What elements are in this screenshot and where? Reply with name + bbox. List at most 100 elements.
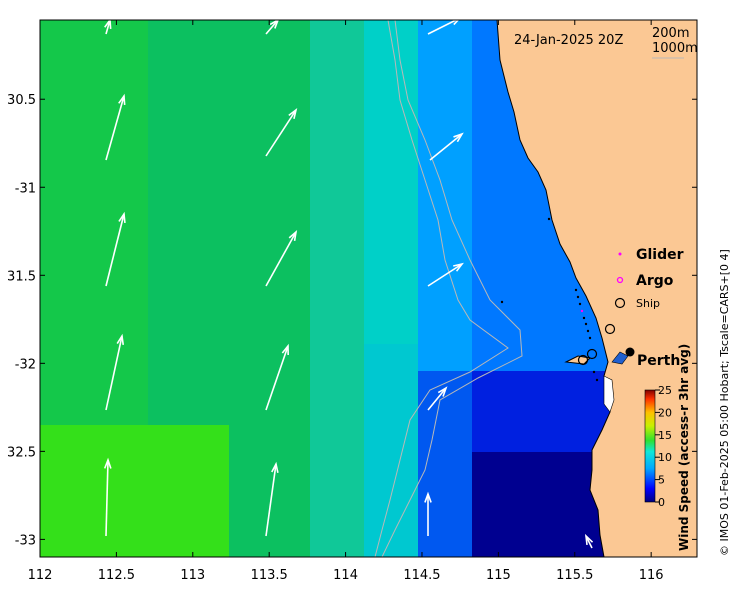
y-tick-label: -31 xyxy=(15,181,36,196)
wind-speed-cell xyxy=(175,209,203,237)
wind-speed-cell xyxy=(310,263,338,291)
wind-speed-cell xyxy=(445,74,473,102)
wind-speed-cell xyxy=(310,290,338,318)
wind-speed-cell xyxy=(445,236,473,264)
argo-legend-label: Argo xyxy=(636,273,674,289)
wind-arrow xyxy=(429,132,464,161)
colorbar-ticks: 25 20 15 10 5 0 xyxy=(655,384,672,509)
wind-speed-cell xyxy=(364,479,392,507)
wind-speed-cell xyxy=(175,47,203,75)
wind-speed-cell xyxy=(526,479,554,507)
wind-speed-cell xyxy=(283,425,311,453)
wind-speed-cell xyxy=(148,425,176,453)
wind-speed-cell xyxy=(445,398,473,426)
wind-speed-cell xyxy=(310,371,338,399)
wind-speed-cell xyxy=(472,101,500,129)
wind-speed-cell xyxy=(364,290,392,318)
wind-speed-cell xyxy=(148,47,176,75)
wind-speed-cell xyxy=(40,290,68,318)
wind-speed-cell xyxy=(391,155,419,183)
wind-speed-cell xyxy=(391,398,419,426)
wind-speed-cell xyxy=(337,317,365,345)
wind-speed-cell xyxy=(40,128,68,156)
glider-track xyxy=(500,217,599,382)
wind-speed-cell xyxy=(472,398,500,426)
wind-speed-cell xyxy=(283,263,311,291)
ship-marker xyxy=(577,354,589,366)
wind-speed-cell xyxy=(337,533,365,557)
wind-speed-cell xyxy=(364,371,392,399)
wind-speed-cell xyxy=(175,263,203,291)
wind-speed-cell xyxy=(67,155,95,183)
wind-speed-cell xyxy=(310,344,338,372)
wind-speed-cell xyxy=(310,155,338,183)
wind-speed-cell xyxy=(256,398,284,426)
wind-speed-cell xyxy=(499,533,527,557)
wind-speed-cell xyxy=(121,317,149,345)
x-tick-label: 114 xyxy=(333,568,358,583)
wind-speed-cell xyxy=(391,290,419,318)
wind-speed-cell xyxy=(175,533,203,557)
wind-speed-cell xyxy=(67,101,95,129)
wind-speed-cell xyxy=(175,290,203,318)
wind-speed-cell xyxy=(391,317,419,345)
wind-speed-cell xyxy=(364,263,392,291)
wind-speed-cell xyxy=(229,371,257,399)
wind-speed-cell xyxy=(283,236,311,264)
wind-speed-cell xyxy=(40,317,68,345)
ship-legend-icon xyxy=(614,297,626,309)
wind-speed-cell xyxy=(364,47,392,75)
colorbar-tick-label: 20 xyxy=(658,406,672,419)
wind-speed-cell xyxy=(499,398,527,426)
x-tick-label: 112.5 xyxy=(98,568,135,583)
wind-speed-cell xyxy=(94,155,122,183)
wind-speed-cell xyxy=(553,317,581,345)
wind-speed-cell xyxy=(418,47,446,75)
wind-speed-cell xyxy=(40,479,68,507)
wind-speed-cell xyxy=(283,128,311,156)
wind-speed-cell xyxy=(310,101,338,129)
wind-speed-cell xyxy=(283,398,311,426)
wind-speed-cell xyxy=(40,506,68,534)
wind-speed-cell xyxy=(418,101,446,129)
wind-speed-cell xyxy=(391,371,419,399)
wind-speed-cell xyxy=(40,101,68,129)
wind-speed-cell xyxy=(229,452,257,480)
wind-arrow xyxy=(424,491,432,536)
x-tick-label: 114.5 xyxy=(403,568,440,583)
wind-speed-cell xyxy=(472,209,500,237)
wind-speed-cell xyxy=(229,533,257,557)
wind-speed-cell xyxy=(445,317,473,345)
wind-speed-cell xyxy=(283,290,311,318)
wind-speed-cell xyxy=(121,290,149,318)
wind-speed-cell xyxy=(418,209,446,237)
wind-speed-cell xyxy=(337,479,365,507)
wind-speed-cell xyxy=(526,344,554,372)
wind-speed-cell xyxy=(175,371,203,399)
wind-speed-cell xyxy=(445,506,473,534)
wind-speed-cell xyxy=(472,452,500,480)
wind-speed-cell xyxy=(445,344,473,372)
wind-speed-cell xyxy=(310,47,338,75)
wind-speed-cell xyxy=(472,128,500,156)
wind-speed-cell xyxy=(229,74,257,102)
wind-speed-cell xyxy=(202,533,230,557)
wind-speed-cell xyxy=(472,74,500,102)
wind-speed-cell xyxy=(94,533,122,557)
x-tick-label: 112 xyxy=(28,568,53,583)
wind-speed-cell xyxy=(229,344,257,372)
wind-speed-cell xyxy=(229,20,257,48)
ship-marker xyxy=(586,348,598,360)
wind-speed-cell xyxy=(391,209,419,237)
wind-speed-cell xyxy=(94,101,122,129)
contour-1000m xyxy=(374,20,509,557)
wind-speed-cell xyxy=(148,182,176,210)
wind-speed-cell xyxy=(337,344,365,372)
depth-legend-1000m: 1000m xyxy=(652,41,698,56)
wind-arrow xyxy=(265,461,279,537)
colorbar-tick-label: 15 xyxy=(658,429,672,442)
wind-speed-cell xyxy=(94,74,122,102)
wind-speed-cell xyxy=(148,371,176,399)
wind-speed-cell xyxy=(67,20,95,48)
wind-arrow xyxy=(265,108,298,157)
